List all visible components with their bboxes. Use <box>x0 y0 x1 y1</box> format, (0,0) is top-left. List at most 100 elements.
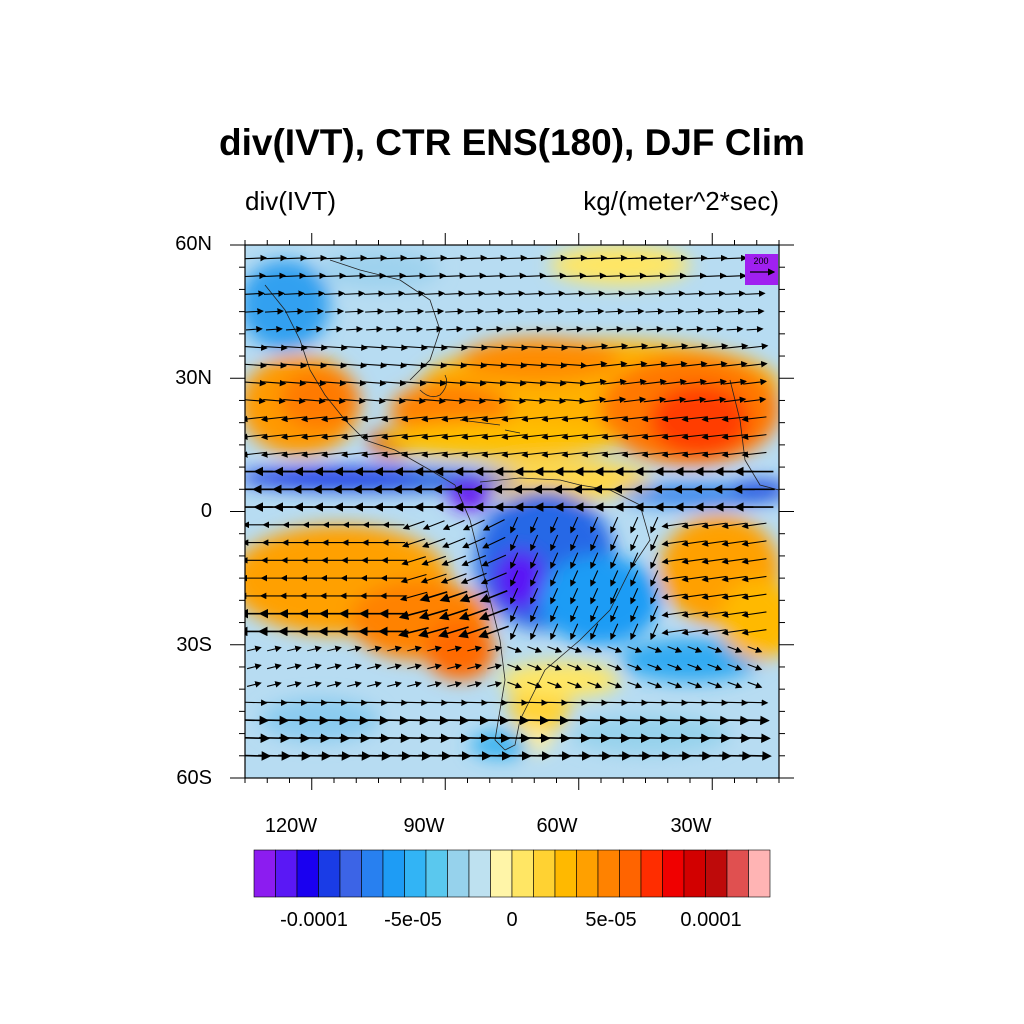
ivt-vector <box>650 534 659 552</box>
ivt-vector <box>684 290 706 297</box>
ivt-vector <box>422 538 446 548</box>
ivt-vector <box>570 623 579 641</box>
ivt-vector <box>503 397 527 405</box>
ivt-vector <box>427 681 442 688</box>
ivt-vector <box>245 272 266 280</box>
ivt-vector <box>603 272 627 280</box>
ivt-vector <box>741 611 767 618</box>
ivt-vector <box>264 308 284 315</box>
ivt-vector <box>487 645 503 653</box>
ivt-vector <box>623 396 647 404</box>
ivt-vector <box>723 272 747 280</box>
colorbar-swatch <box>640 849 663 898</box>
ivt-vector <box>462 519 485 531</box>
ivt-vector <box>562 362 588 369</box>
ivt-vector <box>501 344 529 351</box>
ivt-vector <box>741 343 769 350</box>
ivt-vector <box>365 308 385 315</box>
ivt-vector <box>527 646 543 653</box>
ivt-vector <box>342 379 367 387</box>
ivt-vector <box>510 623 519 641</box>
ivt-vector <box>726 325 744 333</box>
ivt-vector <box>367 663 382 670</box>
ivt-vector <box>630 552 639 570</box>
ivt-vector <box>644 290 666 297</box>
ivt-vector <box>305 308 324 315</box>
colorbar-swatch <box>533 849 556 898</box>
ivt-vector <box>707 681 723 689</box>
ivt-vector <box>650 605 659 623</box>
ivt-vector <box>550 534 559 552</box>
ivt-vector <box>346 325 364 333</box>
ivt-vector <box>687 663 703 671</box>
ivt-vector <box>522 254 548 262</box>
ivt-vector <box>585 308 605 315</box>
variable-label: div(IVT) <box>245 186 336 216</box>
ivt-vector <box>704 290 726 297</box>
ivt-vector <box>601 343 629 350</box>
ivt-vector <box>261 344 288 351</box>
reference-vector-label: 200 <box>753 256 768 266</box>
ivt-vector <box>630 534 639 552</box>
ivt-vector <box>478 625 509 639</box>
ivt-vector <box>583 396 607 404</box>
ivt-vector <box>567 681 583 689</box>
ivt-vector <box>342 254 368 262</box>
ivt-vector <box>444 290 466 297</box>
ivt-vector <box>442 254 468 262</box>
colorbar-swatch <box>619 849 642 898</box>
ivt-vector <box>542 379 567 387</box>
colorbar-swatch <box>511 849 534 898</box>
ivt-vector <box>510 516 519 534</box>
ivt-vector <box>301 362 328 369</box>
ivt-vector <box>423 272 447 280</box>
ivt-vector <box>502 379 527 387</box>
ivt-vector <box>524 290 546 297</box>
ivt-vector <box>387 645 402 653</box>
ivt-vector <box>541 344 569 351</box>
ivt-vector <box>590 605 599 623</box>
colorbar-swatch <box>726 849 749 898</box>
colorbar-swatch <box>490 849 513 898</box>
ivt-vector <box>284 308 304 315</box>
ivt-vector <box>562 379 587 387</box>
ivt-vector <box>446 325 464 333</box>
ivt-vector <box>570 534 579 552</box>
ivt-vector <box>246 681 262 688</box>
ivt-vector <box>422 379 447 387</box>
ivt-vector <box>547 663 563 671</box>
ivt-vector <box>642 254 668 262</box>
ivt-vector <box>570 552 579 570</box>
ivt-vector <box>507 646 523 653</box>
ivt-vector <box>707 646 723 653</box>
ivt-vector <box>543 397 567 405</box>
ivt-vector <box>381 344 408 351</box>
ivt-vector <box>661 343 689 350</box>
ivt-vector <box>505 308 525 315</box>
ivt-vector <box>464 290 486 297</box>
ivt-vector <box>426 325 444 333</box>
ivt-vector <box>405 308 425 315</box>
ivt-vector <box>603 396 627 404</box>
ivt-vector <box>245 362 268 369</box>
ivt-vector <box>590 623 599 641</box>
ivt-vector <box>604 290 626 297</box>
ivt-vector <box>682 360 708 368</box>
ivt-vector <box>586 325 604 333</box>
ivt-vector <box>460 572 487 585</box>
ivt-vector <box>281 254 308 262</box>
ivt-vector <box>302 272 327 280</box>
ivt-vector <box>422 520 445 530</box>
ivt-vector <box>402 538 426 548</box>
ivt-vector <box>262 379 287 387</box>
ivt-vector <box>738 751 772 761</box>
ivt-vector <box>406 325 424 333</box>
ivt-vector <box>590 552 599 570</box>
ivt-vector <box>287 681 302 688</box>
ivt-vector <box>366 325 384 333</box>
ivt-vector <box>382 379 407 387</box>
ivt-vector <box>245 325 263 333</box>
ivt-vector <box>590 534 599 552</box>
colorbar-swatch <box>296 849 319 898</box>
ivt-vector <box>404 290 426 297</box>
